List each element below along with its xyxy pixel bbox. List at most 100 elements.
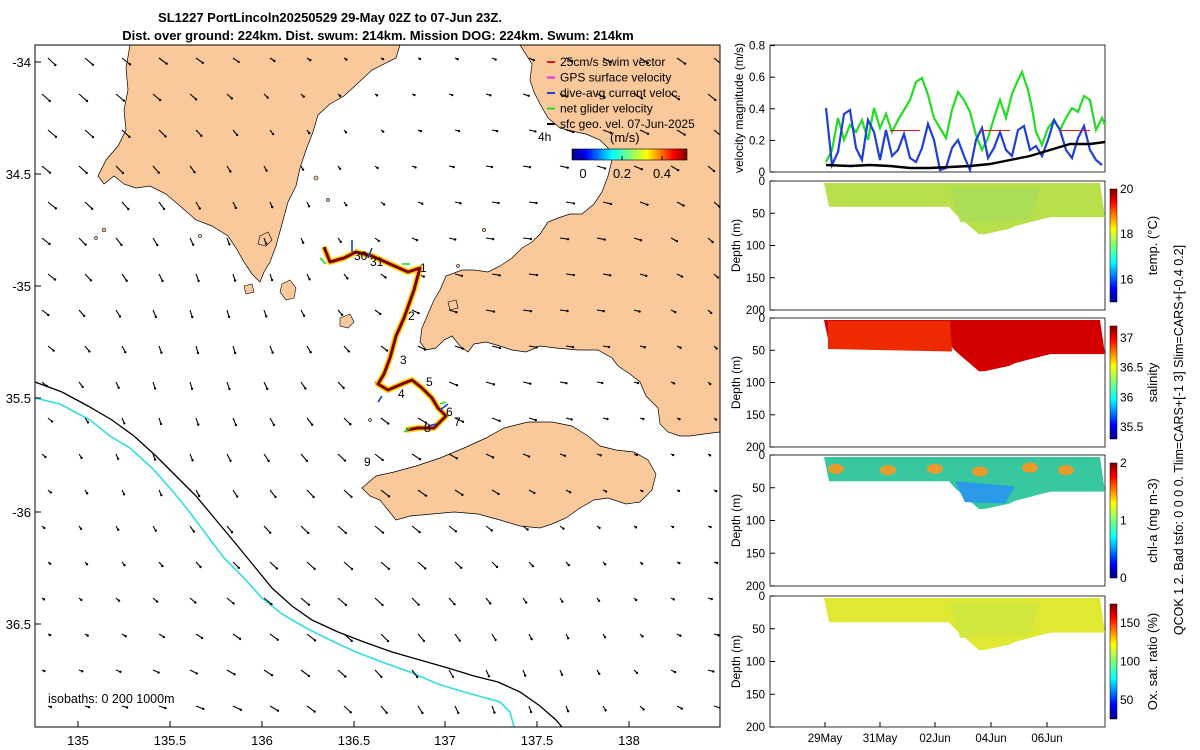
velocity-vector (152, 165, 160, 174)
lon-tick-label: 135 (67, 733, 89, 748)
velocity-vector (491, 273, 500, 276)
depth-tick-label: 100 (746, 241, 765, 253)
velocity-vector (522, 237, 531, 240)
legend-label: 25cm/s swim vector (560, 55, 665, 69)
depth-tick-label: 50 (752, 345, 765, 357)
lat-tick-label: -35 (12, 279, 31, 294)
velocity-vector (522, 309, 532, 312)
qc-side-note: QCOK 1 2. Bad tsfo: 0 0 0 0. Tlim=CARS+[… (1172, 245, 1186, 635)
velocity-vector (454, 489, 463, 496)
velocity-vector (41, 165, 51, 174)
velocity-vector (343, 417, 351, 425)
time-tick-label: 06Jun (1031, 733, 1062, 745)
velocity-vector (195, 633, 203, 639)
velocity-vector (713, 57, 720, 64)
velocity-vector (306, 489, 314, 498)
velocity-vector (47, 57, 56, 66)
colorbar-title: temp. (°C) (1145, 216, 1160, 275)
velocity-vector (189, 237, 194, 246)
velocity-vector (232, 417, 237, 426)
velocity-vector (226, 597, 234, 604)
depth-tick-label: 50 (752, 208, 765, 220)
velocity-vector (263, 669, 273, 676)
velocity-vector (84, 129, 94, 138)
speed-colorbar-ticks: 0 0.2 0.4 (579, 156, 671, 181)
velocity-vector (565, 201, 575, 204)
depth-tick-label: 150 (746, 548, 765, 560)
colorbar-tick-label: 36 (1120, 390, 1134, 404)
depth-tick-label: 0 (759, 450, 765, 462)
lat-tick-label: 35.5 (6, 391, 31, 406)
section-panel: 0 50 100 150 200 Depth (m) 20 18 16 temp. (°C) (729, 176, 1160, 317)
velocity-vector (411, 669, 418, 678)
velocity-vector (417, 633, 425, 642)
velocity-vector (189, 93, 197, 100)
velocity-vector (448, 453, 458, 459)
velocity-vector (559, 237, 569, 240)
velocity-vector (343, 705, 352, 713)
velocity-vector (84, 273, 92, 281)
velocity-vector (115, 309, 121, 317)
lat-tick-label: 36.5 (6, 617, 31, 632)
velocity-vector (528, 273, 538, 276)
velocity-panel: 0 0.2 0.4 0.6 0.8 velocity magnitude (m/s) (732, 41, 1107, 179)
velocity-vector (47, 273, 56, 280)
velocity-ylabel: velocity magnitude (m/s) (732, 43, 746, 173)
velocity-vector (485, 381, 495, 385)
lat-tick-label: -34 (12, 55, 31, 70)
velocity-vector (676, 129, 685, 136)
velocity-vector (485, 237, 494, 240)
depth-tick-label: 150 (746, 273, 765, 285)
depth-tick-label: 200 (746, 722, 765, 734)
velocity-vector (411, 525, 421, 533)
lat-tick-label: 34.5 (6, 167, 31, 182)
colorbar-title: (m/s) (610, 130, 640, 145)
velocity-vector (263, 453, 270, 462)
land-kangaroo-island (361, 421, 657, 529)
velocity-vector (195, 705, 204, 710)
velocity-vector (411, 453, 421, 460)
velocity-vector (596, 237, 605, 241)
velocity-vector (670, 93, 680, 100)
velocity-vector (676, 57, 686, 65)
colorbar-tick-label: 0 (1120, 571, 1127, 585)
velocity-vector (602, 273, 611, 276)
colorbar-tick-label: 0.4 (653, 166, 671, 181)
velocity-vector (528, 345, 537, 348)
velocity-vector (417, 489, 427, 497)
velocity-vector (195, 273, 200, 282)
day-label: 8 (424, 421, 431, 435)
velocity-vector (300, 381, 306, 389)
velocity-vector (633, 165, 643, 170)
depth-axis-label: Depth (m) (729, 635, 743, 688)
colorbar-tick-label: 37 (1120, 331, 1134, 345)
velocity-vector (602, 57, 611, 63)
swim-vector-markers (890, 130, 1090, 131)
velocity-vector (343, 633, 353, 642)
velocity-vector (158, 201, 165, 210)
velocity-vector (485, 309, 495, 313)
velocity-vector (380, 345, 388, 351)
velocity-vector (411, 597, 420, 606)
section-colorbar (1109, 325, 1118, 440)
velocity-vector (454, 417, 464, 423)
velocity-vector (269, 705, 279, 712)
velocity-vector (226, 381, 230, 390)
velocity-vector (559, 309, 568, 312)
velocity-vector (633, 237, 642, 241)
velocity-vector (158, 57, 167, 65)
colorbar-tick-label: 150 (1120, 616, 1140, 630)
velocity-vector (189, 309, 193, 318)
velocity-vector (152, 237, 158, 246)
velocity-vector (306, 633, 316, 641)
velocity-vector (121, 129, 130, 138)
velocity-vector (232, 345, 236, 354)
glider-track (319, 240, 449, 433)
colorbar-tick-label: 16 (1120, 272, 1134, 286)
figure-title-line2: Dist. over ground: 224km. Dist. swum: 21… (122, 28, 634, 43)
day-label: 30 (354, 249, 368, 263)
velocity-vector (232, 561, 240, 569)
velocity-vector (522, 381, 531, 385)
